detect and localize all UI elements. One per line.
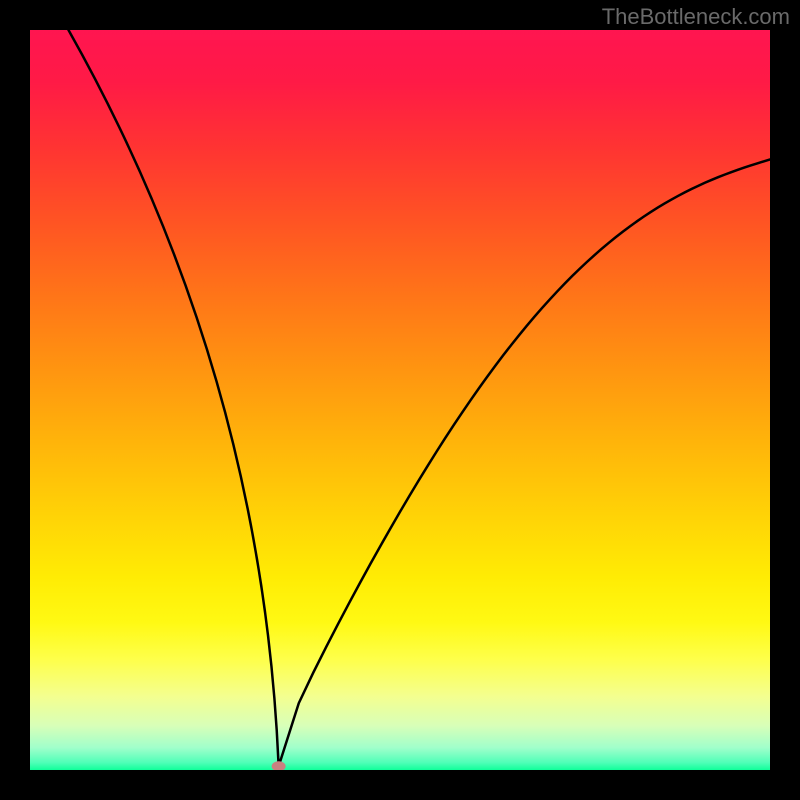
bottleneck-chart: TheBottleneck.com: [0, 0, 800, 800]
chart-svg: [0, 0, 800, 800]
plot-background: [30, 30, 770, 770]
optimum-marker: [272, 761, 286, 771]
watermark-label: TheBottleneck.com: [602, 4, 790, 30]
